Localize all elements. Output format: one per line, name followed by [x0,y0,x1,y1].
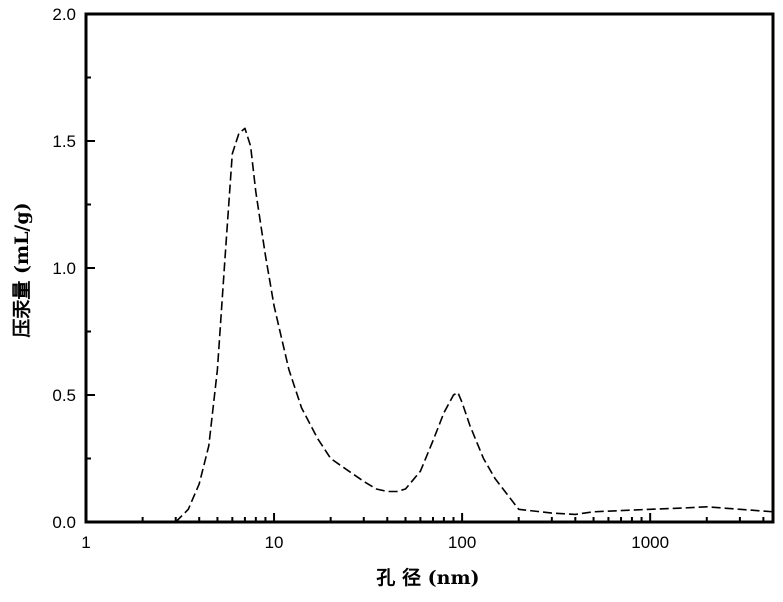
y-axis-ticks: 0.0 0.5 1.0 1.5 2.0 [52,5,95,532]
y-tick-label: 2.0 [52,5,76,24]
x-axis-label: 孔 径 (nm) [376,567,479,589]
y-tick-label: 0.0 [52,513,76,532]
x-tick-label: 1000 [631,533,669,552]
series-group [176,128,773,522]
y-axis-label: 压汞量 (mL/g) [11,202,33,337]
plot-frame-group [86,14,773,522]
series-line [176,128,773,522]
y-tick-label: 0.5 [52,386,76,405]
x-tick-label: 100 [448,533,476,552]
y-tick-label: 1.5 [52,132,76,151]
y-tick-label: 1.0 [52,259,76,278]
x-axis-ticks: 1 10 100 1000 [81,513,763,552]
x-tick-label: 1 [81,533,90,552]
x-tick-label: 10 [265,533,284,552]
plot-frame [86,14,773,522]
